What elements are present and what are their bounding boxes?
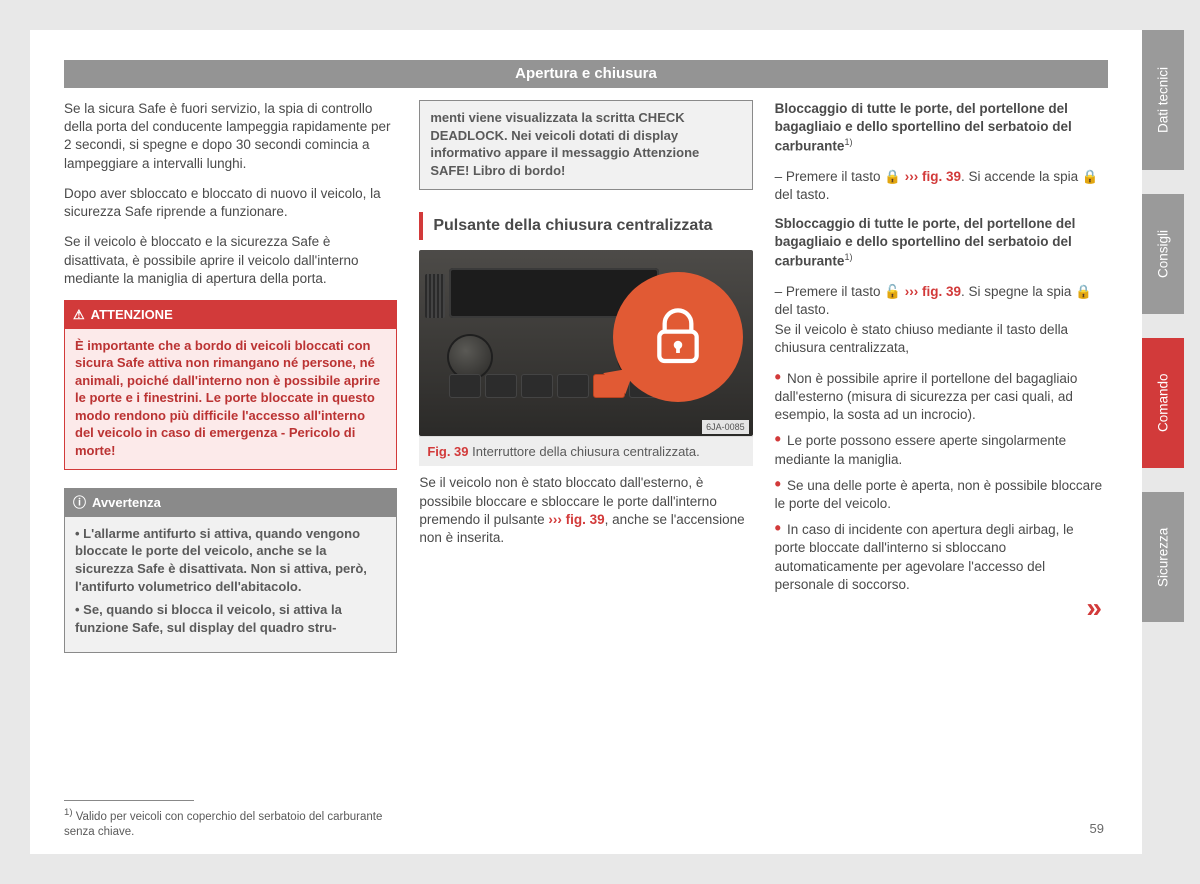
- dash-button: [485, 374, 517, 398]
- climate-knob: [449, 336, 491, 378]
- warning-body: È importante che a bordo di veicoli bloc…: [65, 329, 396, 470]
- image-watermark: 6JA-0085: [702, 420, 749, 434]
- instruction-step: – Premere il tasto 🔒 ››› fig. 39. Si acc…: [775, 168, 1108, 204]
- side-tabs: Dati tecnici Consigli Comando Sicurezza: [1142, 30, 1184, 854]
- tab-comando[interactable]: Comando: [1142, 338, 1184, 468]
- subheading: Sbloccaggio di tutte le porte, del porte…: [775, 215, 1108, 271]
- page-header: Apertura e chiusura: [64, 60, 1108, 88]
- paragraph: Se il veicolo non è stato bloccato dall'…: [419, 474, 752, 547]
- column-1: Se la sicura Safe è fuori servizio, la s…: [64, 100, 397, 800]
- tab-consigli[interactable]: Consigli: [1142, 194, 1184, 314]
- text-run: – Premere il tasto 🔒: [775, 169, 905, 184]
- footnote-ref: 1): [844, 137, 852, 147]
- footnote-text: Valido per veicoli con coperchio del ser…: [64, 811, 382, 838]
- footnote-marker: 1): [64, 807, 73, 818]
- instruction-step: – Premere il tasto 🔓 ››› fig. 39. Si spe…: [775, 283, 1108, 319]
- continuation-marker: »: [1086, 592, 1102, 624]
- lock-icon: [646, 305, 710, 369]
- note-box: ⓘ Avvertenza • L'allarme antifurto si at…: [64, 488, 397, 653]
- footnote-ref: 1): [844, 252, 852, 262]
- paragraph: Dopo aver sbloccato e bloccato di nuovo …: [64, 185, 397, 221]
- figure-reference: ››› fig. 39: [905, 284, 961, 299]
- column-2: menti viene visualizzata la scritta CHEC…: [419, 100, 752, 800]
- content-columns: Se la sicura Safe è fuori servizio, la s…: [64, 100, 1108, 800]
- note-title: Avvertenza: [92, 494, 161, 512]
- section-heading: Pulsante della chiusura centralizzata: [419, 212, 752, 240]
- note-header: ⓘ Avvertenza: [65, 489, 396, 517]
- bullet-item: Se una delle porte è aperta, non è possi…: [775, 477, 1108, 513]
- figure-reference: ››› fig. 39: [905, 169, 961, 184]
- warning-icon: ⚠: [73, 306, 85, 324]
- figure-39: 6JA-0085 Fig. 39 Interruttore della chiu…: [419, 250, 752, 467]
- lock-callout: [613, 272, 743, 402]
- warning-header: ⚠ ATTENZIONE: [65, 301, 396, 329]
- text-run: – Premere il tasto 🔓: [775, 284, 905, 299]
- heading-text: Sbloccaggio di tutte le porte, del porte…: [775, 216, 1076, 269]
- note-bullet: • L'allarme antifurto si attiva, quando …: [75, 525, 386, 595]
- tab-sicurezza[interactable]: Sicurezza: [1142, 492, 1184, 622]
- dash-button: [557, 374, 589, 398]
- paragraph: Se il veicolo è bloccato e la sicurezza …: [64, 233, 397, 288]
- manual-page: Apertura e chiusura Se la sicura Safe è …: [30, 30, 1142, 854]
- figure-reference: ››› fig. 39: [548, 512, 604, 527]
- note-continuation: menti viene visualizzata la scritta CHEC…: [419, 100, 752, 190]
- figure-caption-text: Interruttore della chiusura centralizzat…: [472, 444, 700, 459]
- paragraph: Se il veicolo è stato chiuso mediante il…: [775, 321, 1108, 357]
- bullet-item: In caso di incidente con apertura degli …: [775, 521, 1108, 594]
- dash-button: [449, 374, 481, 398]
- warning-title: ATTENZIONE: [91, 306, 173, 324]
- column-3: Bloccaggio di tutte le porte, del portel…: [775, 100, 1108, 800]
- note-body: • L'allarme antifurto si attiva, quando …: [65, 517, 396, 652]
- bullet-item: Le porte possono essere aperte singolarm…: [775, 432, 1108, 468]
- figure-label: Fig. 39: [427, 444, 468, 459]
- footnote: 1) Valido per veicoli con coperchio del …: [64, 801, 404, 840]
- heading-text: Bloccaggio di tutte le porte, del portel…: [775, 101, 1072, 154]
- dashboard-vent: [425, 274, 445, 318]
- dash-button: [521, 374, 553, 398]
- figure-caption: Fig. 39 Interruttore della chiusura cent…: [419, 436, 752, 467]
- bullet-item: Non è possibile aprire il portellone del…: [775, 370, 1108, 425]
- paragraph: Se la sicura Safe è fuori servizio, la s…: [64, 100, 397, 173]
- page-number: 59: [1090, 821, 1104, 836]
- warning-box: ⚠ ATTENZIONE È importante che a bordo di…: [64, 300, 397, 470]
- note-bullet: • Se, quando si blocca il veicolo, si at…: [75, 601, 386, 636]
- info-icon: ⓘ: [73, 494, 86, 512]
- subheading: Bloccaggio di tutte le porte, del portel…: [775, 100, 1108, 156]
- figure-image: 6JA-0085: [419, 250, 752, 436]
- tab-dati-tecnici[interactable]: Dati tecnici: [1142, 30, 1184, 170]
